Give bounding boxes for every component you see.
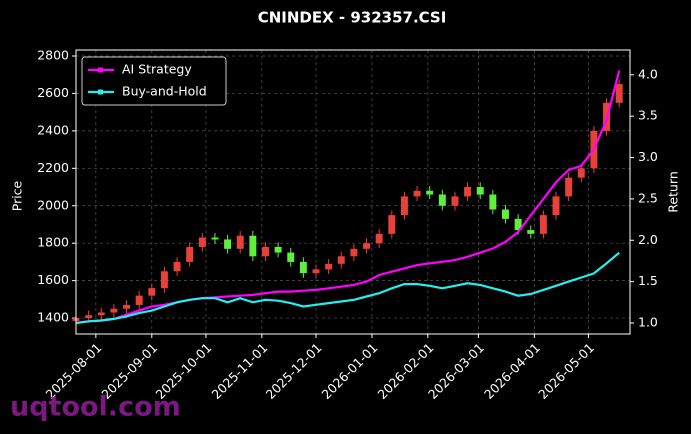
candle-body: [413, 190, 421, 197]
y2-tick-label: 3.5: [638, 108, 658, 123]
candle-body: [615, 84, 623, 103]
candle-body: [337, 256, 345, 264]
plot-frame: [75, 49, 631, 335]
candle-body: [85, 315, 93, 319]
y2-tick-label: 2.5: [638, 190, 658, 205]
candle-body: [224, 239, 232, 249]
y2-tick-label: 1.0: [638, 314, 658, 329]
line-series: [75, 70, 621, 325]
candle-body: [552, 196, 560, 216]
candle-body: [135, 295, 143, 305]
y-tick-label: 2400: [37, 122, 69, 137]
y2-tick-label: 4.0: [638, 66, 658, 81]
candle-body: [577, 168, 585, 178]
y-tick-label: 2800: [37, 47, 69, 62]
candle-body: [350, 248, 358, 257]
candle-body: [388, 215, 396, 234]
candle-body: [160, 271, 168, 289]
candle-body: [236, 235, 244, 249]
watermark: uqtool.com: [10, 392, 181, 423]
y-tick-label: 1400: [37, 310, 69, 325]
candle-body: [211, 237, 219, 240]
y-tick-label: 2200: [37, 160, 69, 175]
legend-label: Buy-and-Hold: [122, 84, 207, 99]
candle-body: [97, 312, 105, 316]
candle-body: [375, 233, 383, 244]
candle-body: [489, 194, 497, 210]
candle-body: [363, 243, 371, 249]
candle-body: [539, 215, 547, 234]
y2-tick-label: 2.0: [638, 232, 658, 247]
line-series: [75, 251, 620, 325]
y2-axis-label: Return: [666, 171, 681, 212]
y-tick-label: 1600: [37, 272, 69, 287]
candle-body: [274, 246, 282, 253]
legend-label: AI Strategy: [122, 62, 192, 77]
candle-body: [464, 187, 472, 197]
candle-body: [173, 261, 181, 272]
y-tick-label: 2600: [37, 85, 69, 100]
candle-body: [110, 308, 118, 313]
chart-title: CNINDEX - 932357.CSI: [258, 9, 447, 27]
candle-body: [312, 269, 320, 274]
candle-body: [186, 246, 194, 262]
y-tick-label: 1800: [37, 235, 69, 250]
legend-marker: [98, 67, 103, 73]
candle-body: [514, 218, 522, 231]
legend-box: [81, 56, 227, 106]
candle-body: [565, 177, 573, 197]
candle-body: [249, 235, 257, 257]
candle-body: [400, 196, 408, 216]
candle-body: [451, 196, 459, 206]
legend-marker: [98, 89, 103, 95]
candle-body: [262, 246, 269, 257]
candle-body: [438, 194, 446, 206]
candle-body: [527, 230, 535, 234]
candle-body: [476, 187, 484, 195]
candle-body: [502, 209, 509, 219]
y2-tick-label: 3.0: [638, 149, 658, 164]
candle-body: [148, 288, 156, 296]
candle-body: [426, 190, 434, 195]
y-tick-label: 2000: [37, 197, 69, 212]
candle-body: [325, 263, 333, 270]
candle-body: [123, 304, 131, 309]
candle-body: [198, 237, 206, 247]
candle-body: [299, 261, 307, 274]
y2-tick-label: 1.5: [638, 273, 658, 288]
y-axis-label: Price: [10, 180, 25, 211]
candle-body: [287, 252, 295, 262]
legend: AI Strategy Buy-and-Hold: [81, 56, 227, 106]
